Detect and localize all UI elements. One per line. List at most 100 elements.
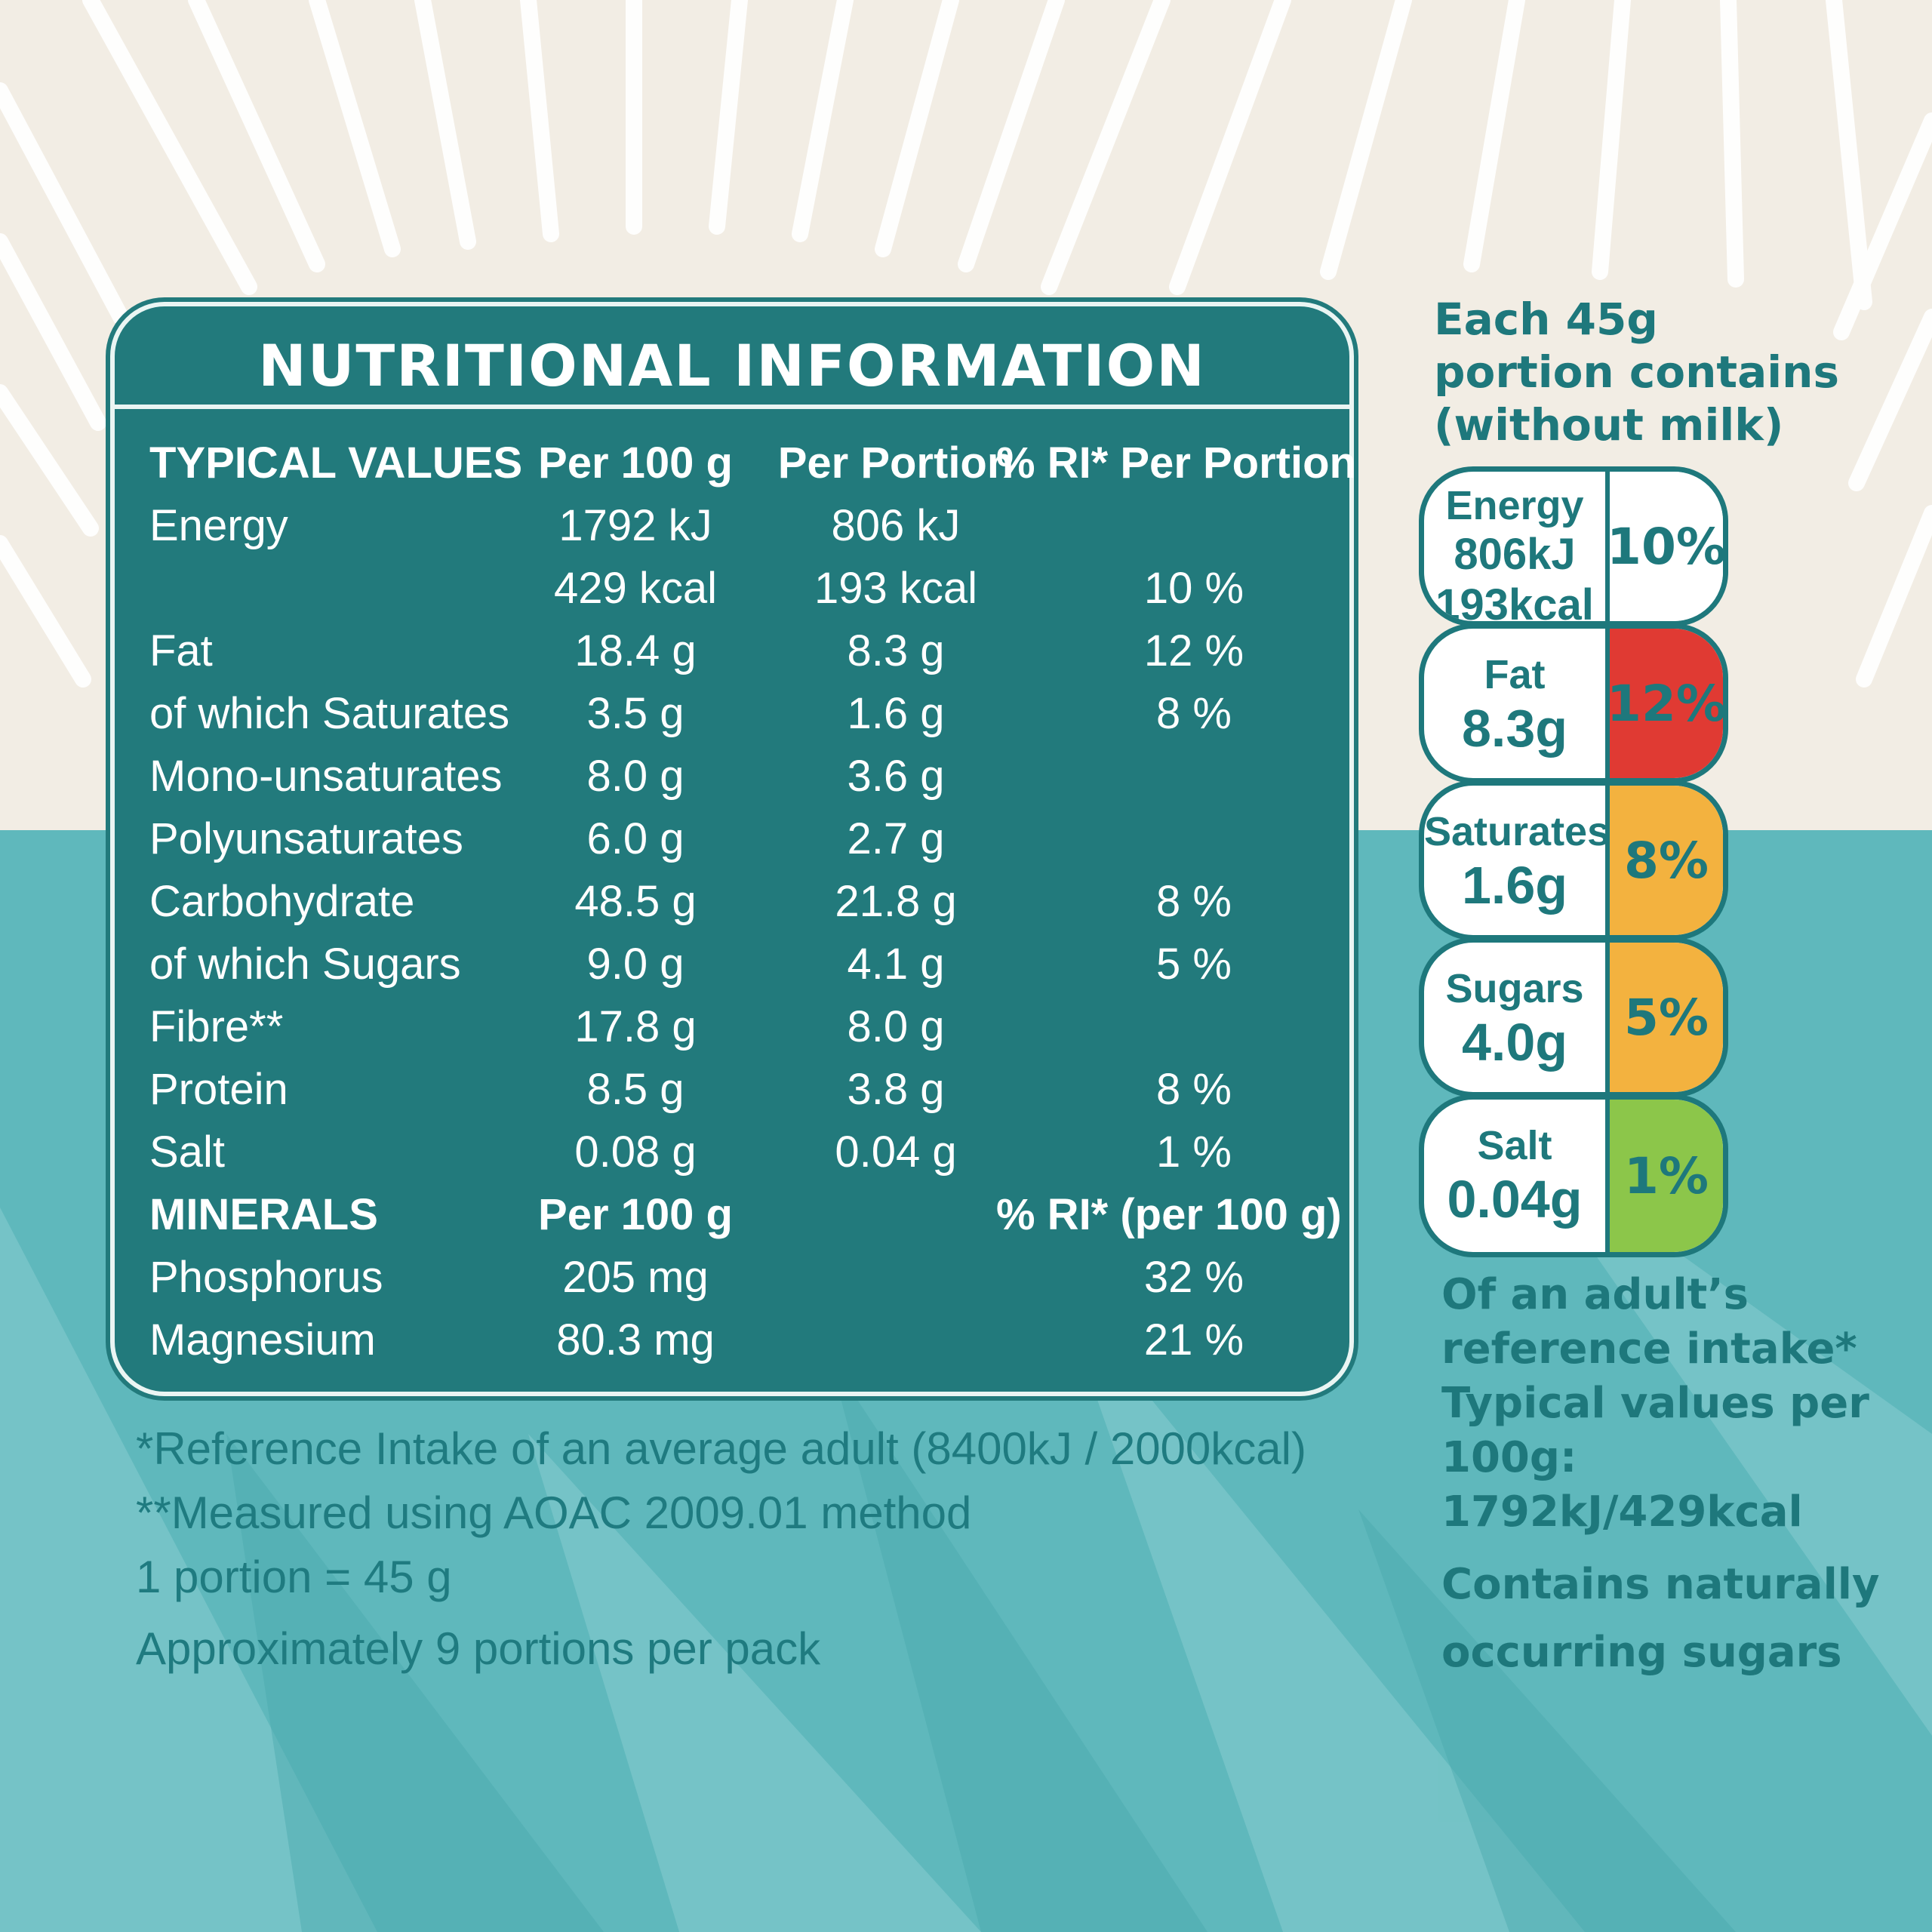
row-per-100g: 18.4 g bbox=[574, 626, 697, 675]
table-row: Energy 1792 kJ 806 kJ bbox=[115, 494, 1349, 557]
row-per-portion: 0.04 g bbox=[835, 1128, 957, 1177]
row-ri: 8 % bbox=[1156, 689, 1232, 738]
row-name: Protein bbox=[149, 1065, 288, 1114]
fat-label: Fat bbox=[1484, 652, 1546, 697]
row-name: Carbohydrate bbox=[149, 877, 415, 926]
row-per-portion: 21.8 g bbox=[835, 877, 957, 926]
row-per-100g: 17.8 g bbox=[574, 1002, 697, 1051]
energy-kcal: 193kcal bbox=[1435, 580, 1594, 626]
table-row: Salt 0.08 g 0.04 g 1 % bbox=[115, 1121, 1349, 1183]
row-ri: 10 % bbox=[1143, 564, 1244, 613]
nutrition-panel: NUTRITIONAL INFORMATION TYPICAL VALUES P… bbox=[110, 302, 1356, 1396]
row-name: Mono-unsaturates bbox=[149, 752, 503, 801]
row-name: Fat bbox=[149, 626, 213, 675]
row-ri: 1 % bbox=[1156, 1128, 1232, 1177]
table-row: Phosphorus 205 mg 32 % bbox=[115, 1246, 1349, 1309]
row-name: Salt bbox=[149, 1128, 225, 1177]
row-per-100g: 0.08 g bbox=[574, 1128, 697, 1177]
row-name: Fibre** bbox=[149, 1002, 284, 1051]
header-minerals: MINERALS bbox=[149, 1190, 378, 1239]
minerals-header-row: MINERALS Per 100 g % RI* (per 100 g) bbox=[115, 1183, 1349, 1246]
table-row: Protein 8.5 g 3.8 g 8 % bbox=[115, 1058, 1349, 1121]
table-header-row: TYPICAL VALUES Per 100 g Per Portion % R… bbox=[115, 432, 1356, 494]
row-per-portion: 3.8 g bbox=[847, 1065, 945, 1114]
saturates-amount: 1.6g bbox=[1461, 856, 1568, 915]
naturally-occurring-sugars-note: Contains naturally occurring sugars bbox=[1441, 1551, 1879, 1687]
sugars-note-line: Contains naturally bbox=[1441, 1560, 1880, 1609]
row-per-100g: 6.0 g bbox=[586, 814, 685, 863]
row-name: Polyunsaturates bbox=[149, 814, 463, 863]
row-per-100g: 8.0 g bbox=[586, 752, 685, 801]
reference-intake-note: Of an adult’s reference intake* Typical … bbox=[1441, 1268, 1869, 1540]
row-name: of which Sugars bbox=[149, 940, 461, 989]
traffic-light-saturates: Saturates 1.6g 8% bbox=[1419, 780, 1728, 940]
row-per-portion: 2.7 g bbox=[847, 814, 945, 863]
ri-note-line: reference intake* bbox=[1441, 1324, 1857, 1374]
table-row: Carbohydrate 48.5 g 21.8 g 8 % bbox=[115, 870, 1349, 933]
row-ri: 8 % bbox=[1156, 877, 1232, 926]
row-per-portion: 1.6 g bbox=[847, 689, 945, 738]
row-name: Magnesium bbox=[149, 1315, 376, 1364]
row-ri: 12 % bbox=[1143, 626, 1244, 675]
row-per-100g: 1792 kJ bbox=[558, 501, 712, 550]
panel-title: NUTRITIONAL INFORMATION bbox=[258, 332, 1206, 399]
row-per-portion: 3.6 g bbox=[847, 752, 945, 801]
sugars-note-line: occurring sugars bbox=[1441, 1628, 1842, 1677]
row-name: Energy bbox=[149, 501, 288, 550]
row-per-100g: 205 mg bbox=[562, 1253, 709, 1302]
header-ri-per-portion: % RI* Per Portion bbox=[996, 438, 1356, 488]
row-per-portion: 193 kcal bbox=[814, 564, 978, 613]
row-name: Phosphorus bbox=[149, 1253, 383, 1302]
sugars-label: Sugars bbox=[1445, 966, 1584, 1011]
portion-intro-line: Each 45g bbox=[1434, 294, 1658, 345]
table-row: 429 kcal 193 kcal 10 % bbox=[115, 557, 1349, 620]
footnote-reference-intake: *Reference Intake of an average adult (8… bbox=[136, 1423, 1306, 1474]
table-row: Magnesium 80.3 mg 21 % bbox=[115, 1309, 1349, 1371]
table-row: Fat 18.4 g 8.3 g 12 % bbox=[115, 620, 1349, 682]
table-row: Polyunsaturates 6.0 g 2.7 g bbox=[115, 808, 1349, 870]
portion-intro-line: (without milk) bbox=[1434, 399, 1784, 451]
row-ri: 32 % bbox=[1143, 1253, 1244, 1302]
row-per-100g: 80.3 mg bbox=[556, 1315, 715, 1364]
ri-note-line: Typical values per bbox=[1441, 1379, 1869, 1428]
salt-label: Salt bbox=[1477, 1123, 1552, 1168]
header-typical-values: TYPICAL VALUES bbox=[149, 438, 523, 488]
panel-divider bbox=[115, 405, 1349, 409]
row-ri: 5 % bbox=[1156, 940, 1232, 989]
energy-kj: 806kJ bbox=[1454, 530, 1576, 579]
traffic-light-salt: Salt 0.04g 1% bbox=[1419, 1094, 1728, 1257]
traffic-light-fat: Fat 8.3g 12% bbox=[1419, 623, 1728, 783]
row-per-portion: 4.1 g bbox=[847, 940, 945, 989]
row-ri: 8 % bbox=[1156, 1065, 1232, 1114]
portion-intro: Each 45g portion contains (without milk) bbox=[1434, 293, 1839, 451]
row-name: of which Saturates bbox=[149, 689, 510, 738]
fat-percent: 12% bbox=[1605, 629, 1723, 778]
row-per-100g: 9.0 g bbox=[586, 940, 685, 989]
traffic-light-sugars: Sugars 4.0g 5% bbox=[1419, 937, 1728, 1097]
saturates-label: Saturates bbox=[1424, 809, 1611, 854]
table-row: Fibre** 17.8 g 8.0 g bbox=[115, 995, 1349, 1058]
footnote-aoac-method: **Measured using AOAC 2009.01 method bbox=[136, 1487, 972, 1538]
row-ri: 21 % bbox=[1143, 1315, 1244, 1364]
portion-intro-line: portion contains bbox=[1434, 346, 1839, 398]
row-per-100g: 429 kcal bbox=[553, 564, 718, 613]
energy-label: Energy bbox=[1445, 483, 1584, 528]
sugars-percent: 5% bbox=[1605, 943, 1723, 1092]
row-per-portion: 8.0 g bbox=[847, 1002, 945, 1051]
header-per-100g: Per 100 g bbox=[538, 438, 733, 488]
footnote-portions-per-pack: Approximately 9 portions per pack bbox=[136, 1623, 821, 1674]
header-per-portion: Per Portion bbox=[777, 438, 1014, 488]
salt-amount: 0.04g bbox=[1447, 1170, 1583, 1229]
ri-note-line: 1792kJ/429kcal bbox=[1441, 1487, 1803, 1537]
header-minerals-per-100g: Per 100 g bbox=[538, 1190, 733, 1239]
header-minerals-ri: % RI* (per 100 g) bbox=[996, 1190, 1342, 1239]
table-row: of which Sugars 9.0 g 4.1 g 5 % bbox=[115, 933, 1349, 995]
fat-amount: 8.3g bbox=[1461, 699, 1568, 758]
row-per-100g: 8.5 g bbox=[586, 1065, 685, 1114]
row-per-100g: 48.5 g bbox=[574, 877, 697, 926]
ri-note-line: Of an adult’s bbox=[1441, 1270, 1749, 1319]
row-per-portion: 8.3 g bbox=[847, 626, 945, 675]
row-per-portion: 806 kJ bbox=[831, 501, 961, 550]
salt-percent: 1% bbox=[1605, 1100, 1723, 1252]
traffic-light-energy: Energy 806kJ 193kcal 10% bbox=[1419, 466, 1728, 626]
